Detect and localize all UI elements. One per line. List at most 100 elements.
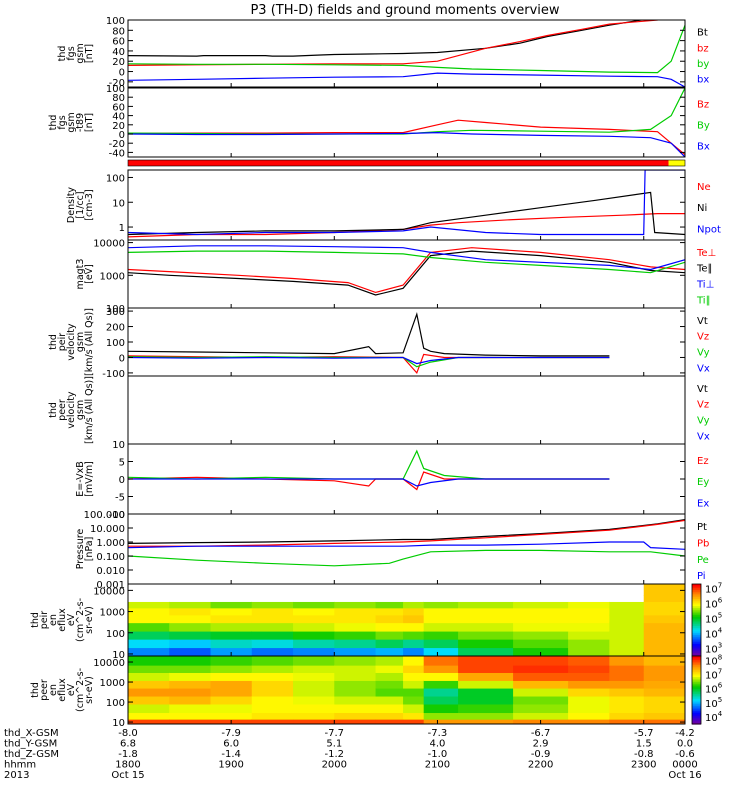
- colorbar-step: [692, 607, 701, 610]
- legend-entry: Vx: [697, 363, 710, 374]
- spectrogram-cell: [458, 647, 514, 657]
- series-line-Ex: [128, 478, 610, 487]
- spectrogram-cell: [293, 631, 335, 640]
- spectrogram-cell: [251, 601, 294, 609]
- time-axis-value: -1.4: [221, 749, 241, 760]
- legend-entry: Vy: [697, 415, 710, 426]
- spectrogram-cell: [513, 607, 569, 616]
- y-tick-label: 1000: [100, 608, 125, 619]
- series-group: [128, 245, 685, 296]
- spectrogram-cell: [293, 607, 335, 616]
- spectrogram-cell: [458, 584, 514, 596]
- spectrogram-cell: [128, 607, 170, 616]
- spectrogram-cell: [568, 631, 610, 640]
- y-tick-label: 0.010: [96, 566, 125, 577]
- y-axis-label: sr-eV): [84, 676, 95, 704]
- colorbar-step: [692, 693, 701, 696]
- spectrogram-cell: [293, 584, 335, 596]
- colorbar-step: [692, 612, 701, 616]
- spectrogram-cell: [643, 688, 686, 697]
- spectrogram-cell: [423, 656, 459, 666]
- spectrogram-cell: [169, 622, 212, 632]
- spectrogram-cell: [609, 631, 645, 640]
- spectrogram-cell: [210, 688, 253, 697]
- spectrogram-cell: [513, 672, 569, 681]
- time-axis-value: -1.2: [325, 749, 345, 760]
- spectrogram-cell: [568, 719, 610, 725]
- panel-frame: [127, 19, 686, 88]
- spectrogram-cell: [403, 595, 425, 602]
- time-axis-value: 5.1: [326, 739, 342, 750]
- spectrogram-cell: [293, 656, 335, 666]
- spectrogram-cell: [334, 703, 377, 714]
- spectrogram-cell: [609, 607, 645, 616]
- spectrogram-cell: [128, 601, 170, 609]
- time-axis-row-label: thd_X-GSM: [4, 728, 59, 739]
- spectrogram-cell: [293, 688, 335, 697]
- y-tick-label: 100: [106, 16, 125, 27]
- series-line-By: [128, 88, 685, 135]
- legend-entry: Pi: [697, 571, 706, 582]
- spectrogram-cell: [375, 647, 404, 657]
- y-axis-label: [nPa]: [84, 537, 95, 562]
- series-line-Pb: [128, 519, 685, 547]
- y-axis-label: [1/cc]: [75, 191, 86, 218]
- colorbar-step: [692, 667, 701, 671]
- spectrogram-cell: [458, 614, 514, 624]
- spectrogram-cell: [609, 672, 645, 681]
- spectrogram-cell: [513, 680, 569, 689]
- y-axis-label: thd: [48, 334, 59, 350]
- spectrogram-cell: [128, 712, 170, 720]
- series-group: [128, 449, 610, 491]
- y-tick-label: -10: [109, 510, 125, 521]
- y-axis-label: gsm: [66, 112, 77, 132]
- y-tick-label: 10000: [93, 586, 125, 597]
- colorbar-step: [692, 594, 701, 598]
- y-axis-label: -t89: [75, 113, 86, 132]
- legend-entry: Vx: [697, 431, 710, 442]
- spectrogram-cell: [513, 622, 569, 632]
- legend-entry: bz: [697, 43, 709, 54]
- colorbar-step: [692, 707, 701, 710]
- y-axis-label: [cm-3]: [84, 189, 95, 220]
- y-axis-label: (cm^2-s-: [75, 668, 86, 712]
- legend-entry: Ti∥: [696, 295, 711, 306]
- y-tick-label: -20: [109, 139, 125, 150]
- spectrogram-cell: [458, 672, 514, 681]
- legend-entry: Vt: [697, 384, 708, 395]
- y-tick-label: 80: [112, 93, 125, 104]
- y-axis-label: thd: [57, 46, 68, 62]
- colorbar-tick-label: 104: [705, 710, 723, 724]
- colorbar-step: [692, 634, 701, 637]
- spectrogram-cell: [128, 688, 170, 697]
- spectrogram-cell: [375, 584, 404, 596]
- time-axis: thd_X-GSM -8.0 -7.9 -7.7 -7.3 -6.7 -5.7 -4.2 thd…: [4, 728, 702, 781]
- spectrogram-cell: [458, 595, 514, 602]
- colorbar-tick-label: 105: [705, 612, 722, 626]
- spectrogram-cell: [375, 665, 404, 673]
- spectrogram-cell: [293, 601, 335, 609]
- colorbar-step: [692, 700, 701, 703]
- spectrogram-cell: [403, 672, 425, 681]
- spectrogram-cell: [293, 639, 335, 649]
- time-axis-row-label: 2013: [4, 770, 29, 781]
- spectrogram-cell: [251, 680, 294, 689]
- colorbar-step: [692, 679, 701, 683]
- series-line-Bt: [128, 20, 646, 57]
- colorbar-step: [692, 589, 701, 592]
- spectrogram-cell: [568, 622, 610, 632]
- time-axis-value: 2000: [322, 760, 347, 771]
- y-tick-label: 100: [106, 338, 125, 349]
- colorbar-step: [692, 686, 701, 689]
- colorbar-step: [692, 647, 701, 650]
- time-axis-value: 1900: [218, 760, 243, 771]
- y-tick-label: 0.100: [96, 552, 125, 563]
- series-group: [128, 311, 610, 375]
- colorbar-step: [692, 648, 701, 652]
- spectrogram-cell: [210, 601, 253, 609]
- spectrogram-cell: [609, 665, 645, 673]
- y-tick-label: 10000: [93, 658, 125, 669]
- spectrogram-cell: [210, 622, 253, 632]
- spectrogram-cell: [251, 614, 294, 624]
